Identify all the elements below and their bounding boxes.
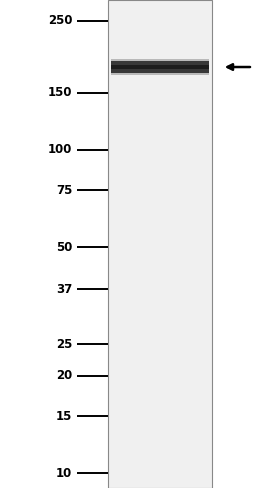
Text: 10: 10 [56,467,72,480]
Bar [108,0,212,488]
Text: 50: 50 [56,241,72,254]
Bar [111,65,209,69]
Text: 75: 75 [56,183,72,197]
Text: 20: 20 [56,369,72,382]
Text: 100: 100 [48,143,72,156]
Text: 25: 25 [56,338,72,351]
Text: 15: 15 [56,410,72,423]
Bar [111,61,209,73]
Text: 37: 37 [56,283,72,296]
Bar [111,59,209,75]
Text: 250: 250 [48,14,72,27]
Text: 150: 150 [48,86,72,99]
